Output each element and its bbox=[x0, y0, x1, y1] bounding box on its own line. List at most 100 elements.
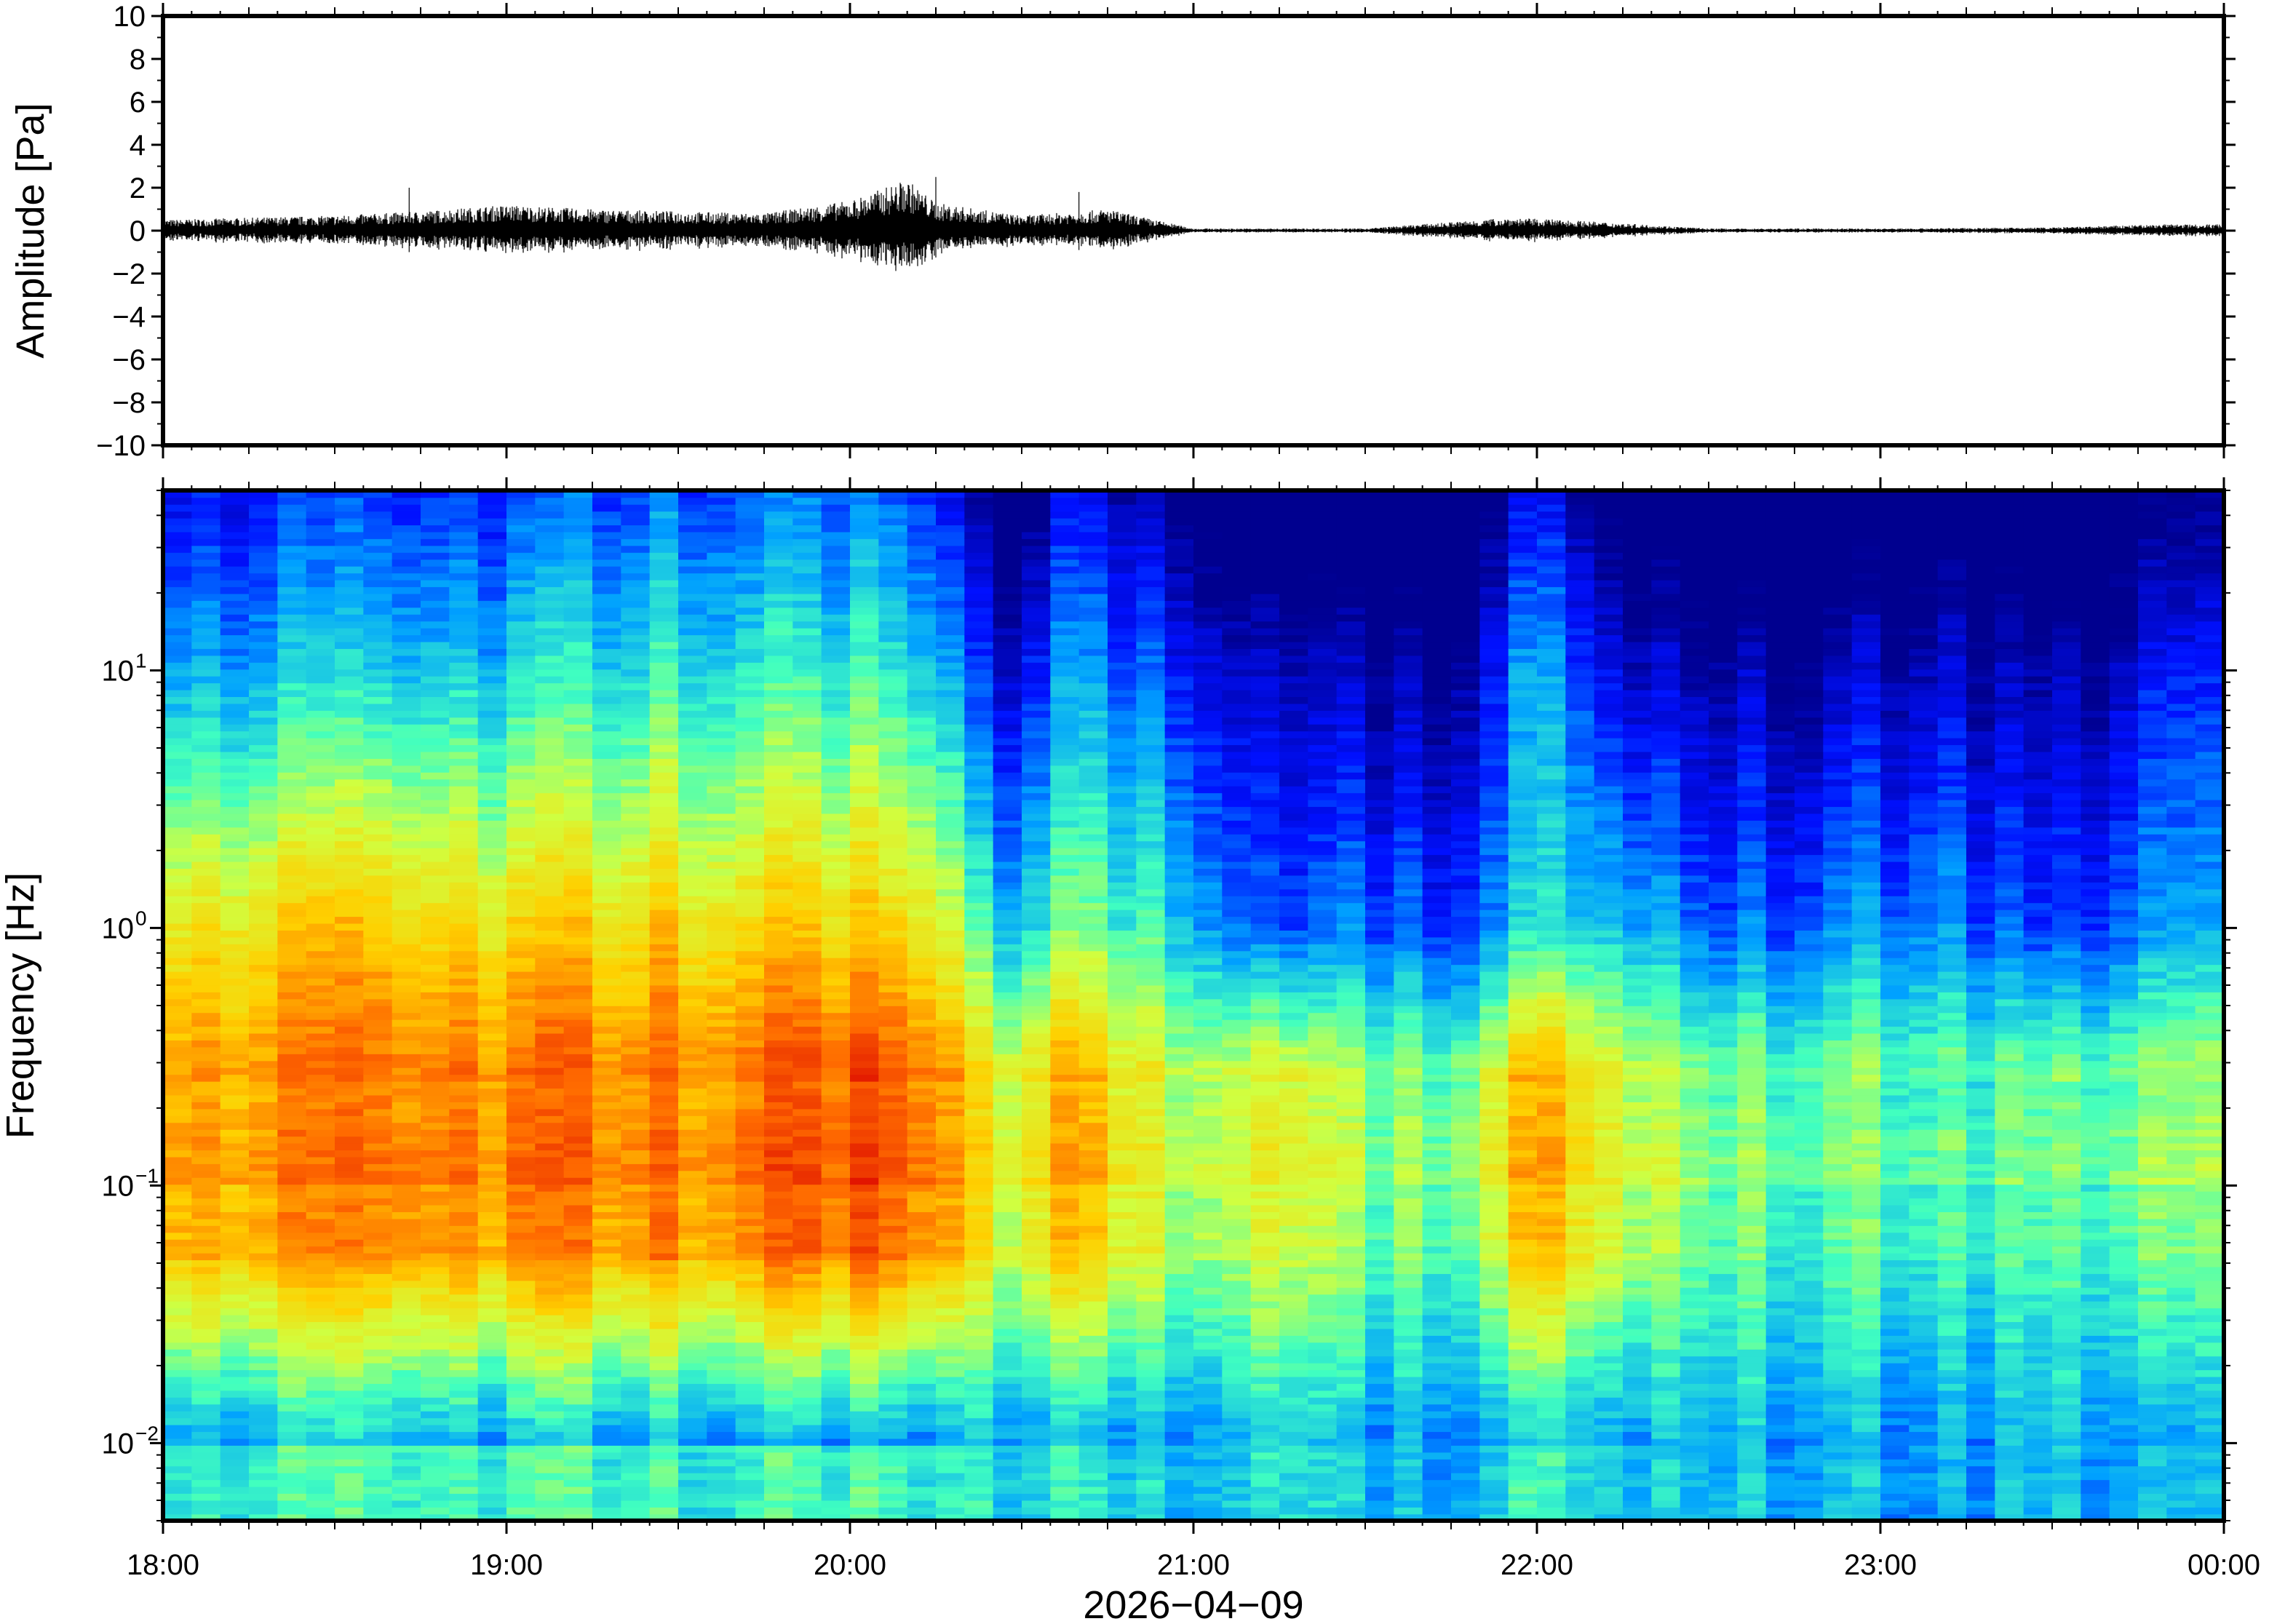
spectrogram-cell bbox=[1022, 1080, 1052, 1089]
spectrogram-cell bbox=[1050, 758, 1080, 766]
spectrogram-cell bbox=[421, 916, 450, 924]
spectrogram-cell bbox=[449, 525, 479, 533]
spectrogram-cell bbox=[964, 627, 994, 636]
spectrogram-cell bbox=[993, 497, 1022, 505]
spectrogram-cell bbox=[449, 1486, 479, 1494]
spectrogram-cell bbox=[964, 1342, 994, 1350]
spectrogram-cell bbox=[878, 813, 908, 821]
spectrogram-cell bbox=[1050, 731, 1080, 739]
spectrogram-cell bbox=[993, 1218, 1022, 1226]
spectrogram-cell bbox=[993, 992, 1022, 1000]
spectrogram-cell bbox=[764, 751, 794, 759]
spectrogram-cell bbox=[764, 1362, 794, 1371]
spectrogram-cell bbox=[592, 1307, 622, 1315]
spectrogram-cell bbox=[506, 875, 536, 883]
spectrogram-cell bbox=[1022, 847, 1052, 856]
spectrogram-cell bbox=[163, 565, 193, 574]
spectrogram-cell bbox=[1050, 1369, 1080, 1377]
spectrogram-cell bbox=[477, 813, 507, 821]
spectrogram-cell bbox=[191, 799, 221, 808]
spectrogram-cell bbox=[1022, 950, 1052, 958]
spectrogram-cell bbox=[678, 723, 708, 732]
spectrogram-cell bbox=[392, 538, 421, 546]
spectrogram-cell bbox=[249, 1156, 279, 1164]
spectrogram-cell bbox=[764, 1342, 794, 1350]
spectrogram-cell bbox=[707, 895, 736, 904]
spectrogram-cell bbox=[191, 1500, 221, 1508]
spectrogram-cell bbox=[535, 1431, 565, 1439]
spectrogram-cell bbox=[249, 998, 279, 1006]
spectrogram-cell bbox=[220, 1314, 250, 1323]
spectrogram-cell bbox=[163, 1287, 193, 1295]
spectrogram-cell bbox=[506, 799, 536, 808]
spectrogram-cell bbox=[735, 1054, 765, 1062]
spectrogram-cell bbox=[477, 882, 507, 890]
spectrogram-cell bbox=[792, 689, 822, 697]
spectrogram-cell bbox=[678, 1238, 708, 1247]
spectrogram-cell bbox=[993, 573, 1022, 581]
spectrogram-cell bbox=[936, 1102, 966, 1110]
spectrogram-cell bbox=[678, 840, 708, 848]
spectrogram-cell bbox=[277, 765, 307, 773]
spectrogram-cell bbox=[964, 765, 994, 773]
spectrogram-cell bbox=[449, 1445, 479, 1453]
spectrogram-cell bbox=[850, 662, 880, 670]
spectrogram-cell bbox=[821, 1054, 851, 1062]
spectrogram-cell bbox=[993, 1102, 1022, 1110]
spectrogram-cell bbox=[850, 1184, 880, 1192]
spectrogram-cell bbox=[821, 1170, 851, 1178]
spectrogram-cell bbox=[392, 1445, 421, 1453]
spectrogram-cell bbox=[678, 1204, 708, 1212]
spectrogram-cell bbox=[792, 490, 822, 498]
spectrogram-cell bbox=[477, 1342, 507, 1350]
spectrogram-cell bbox=[477, 1040, 507, 1048]
spectrogram-cell bbox=[1022, 888, 1052, 896]
spectrogram-cell bbox=[821, 992, 851, 1000]
spectrogram-cell bbox=[506, 978, 536, 986]
spectrogram-cell bbox=[506, 827, 536, 835]
spectrogram-cell bbox=[506, 882, 536, 890]
spectrogram-cell bbox=[1022, 1115, 1052, 1123]
spectrogram-cell bbox=[335, 552, 365, 560]
spectrogram-cell bbox=[163, 1204, 193, 1212]
spectrogram-cell bbox=[821, 1190, 851, 1199]
spectrogram-cell bbox=[220, 1170, 250, 1178]
spectrogram-cell bbox=[335, 1238, 365, 1247]
spectrogram-cell bbox=[363, 1142, 393, 1151]
spectrogram-cell bbox=[506, 1445, 536, 1453]
spectrogram-cell bbox=[621, 806, 651, 814]
spectrogram-cell bbox=[764, 696, 794, 704]
spectrogram-cell bbox=[277, 854, 307, 862]
spectrogram-cell bbox=[163, 1232, 193, 1240]
spectrogram-cell bbox=[1050, 1156, 1080, 1164]
spectrogram-cell bbox=[1022, 696, 1052, 704]
spectrogram-cell bbox=[735, 834, 765, 842]
spectrogram-cell bbox=[850, 1486, 880, 1494]
spectrogram-cell bbox=[993, 1362, 1022, 1371]
spectrogram-cell bbox=[277, 545, 307, 553]
spectrogram-cell bbox=[964, 1273, 994, 1281]
spectrogram-cell bbox=[821, 1067, 851, 1075]
spectrogram-cell bbox=[735, 744, 765, 752]
spectrogram-cell bbox=[764, 1115, 794, 1123]
spectrogram-cell bbox=[335, 1108, 365, 1116]
spectrogram-cell bbox=[220, 731, 250, 739]
spectrogram-cell bbox=[449, 1108, 479, 1116]
spectrogram-cell bbox=[477, 888, 507, 896]
spectrogram-cell bbox=[707, 1012, 736, 1020]
spectrogram-cell bbox=[449, 1218, 479, 1226]
spectrogram-cell bbox=[850, 1094, 880, 1102]
spectrogram-cell bbox=[764, 1211, 794, 1219]
spectrogram-cell bbox=[363, 1431, 393, 1439]
spectrogram-cell bbox=[621, 854, 651, 862]
spectrogram-cell bbox=[678, 772, 708, 780]
spectrogram-cell bbox=[535, 923, 565, 931]
spectrogram-cell bbox=[421, 517, 450, 525]
spectrogram-cell bbox=[621, 1252, 651, 1261]
spectrogram-cell bbox=[878, 1328, 908, 1336]
spectrogram-cell bbox=[764, 1012, 794, 1020]
spectrogram-cell bbox=[335, 1513, 365, 1521]
spectrogram-cell bbox=[363, 1417, 393, 1425]
spectrogram-cell bbox=[363, 641, 393, 649]
spectrogram-cell bbox=[707, 785, 736, 794]
